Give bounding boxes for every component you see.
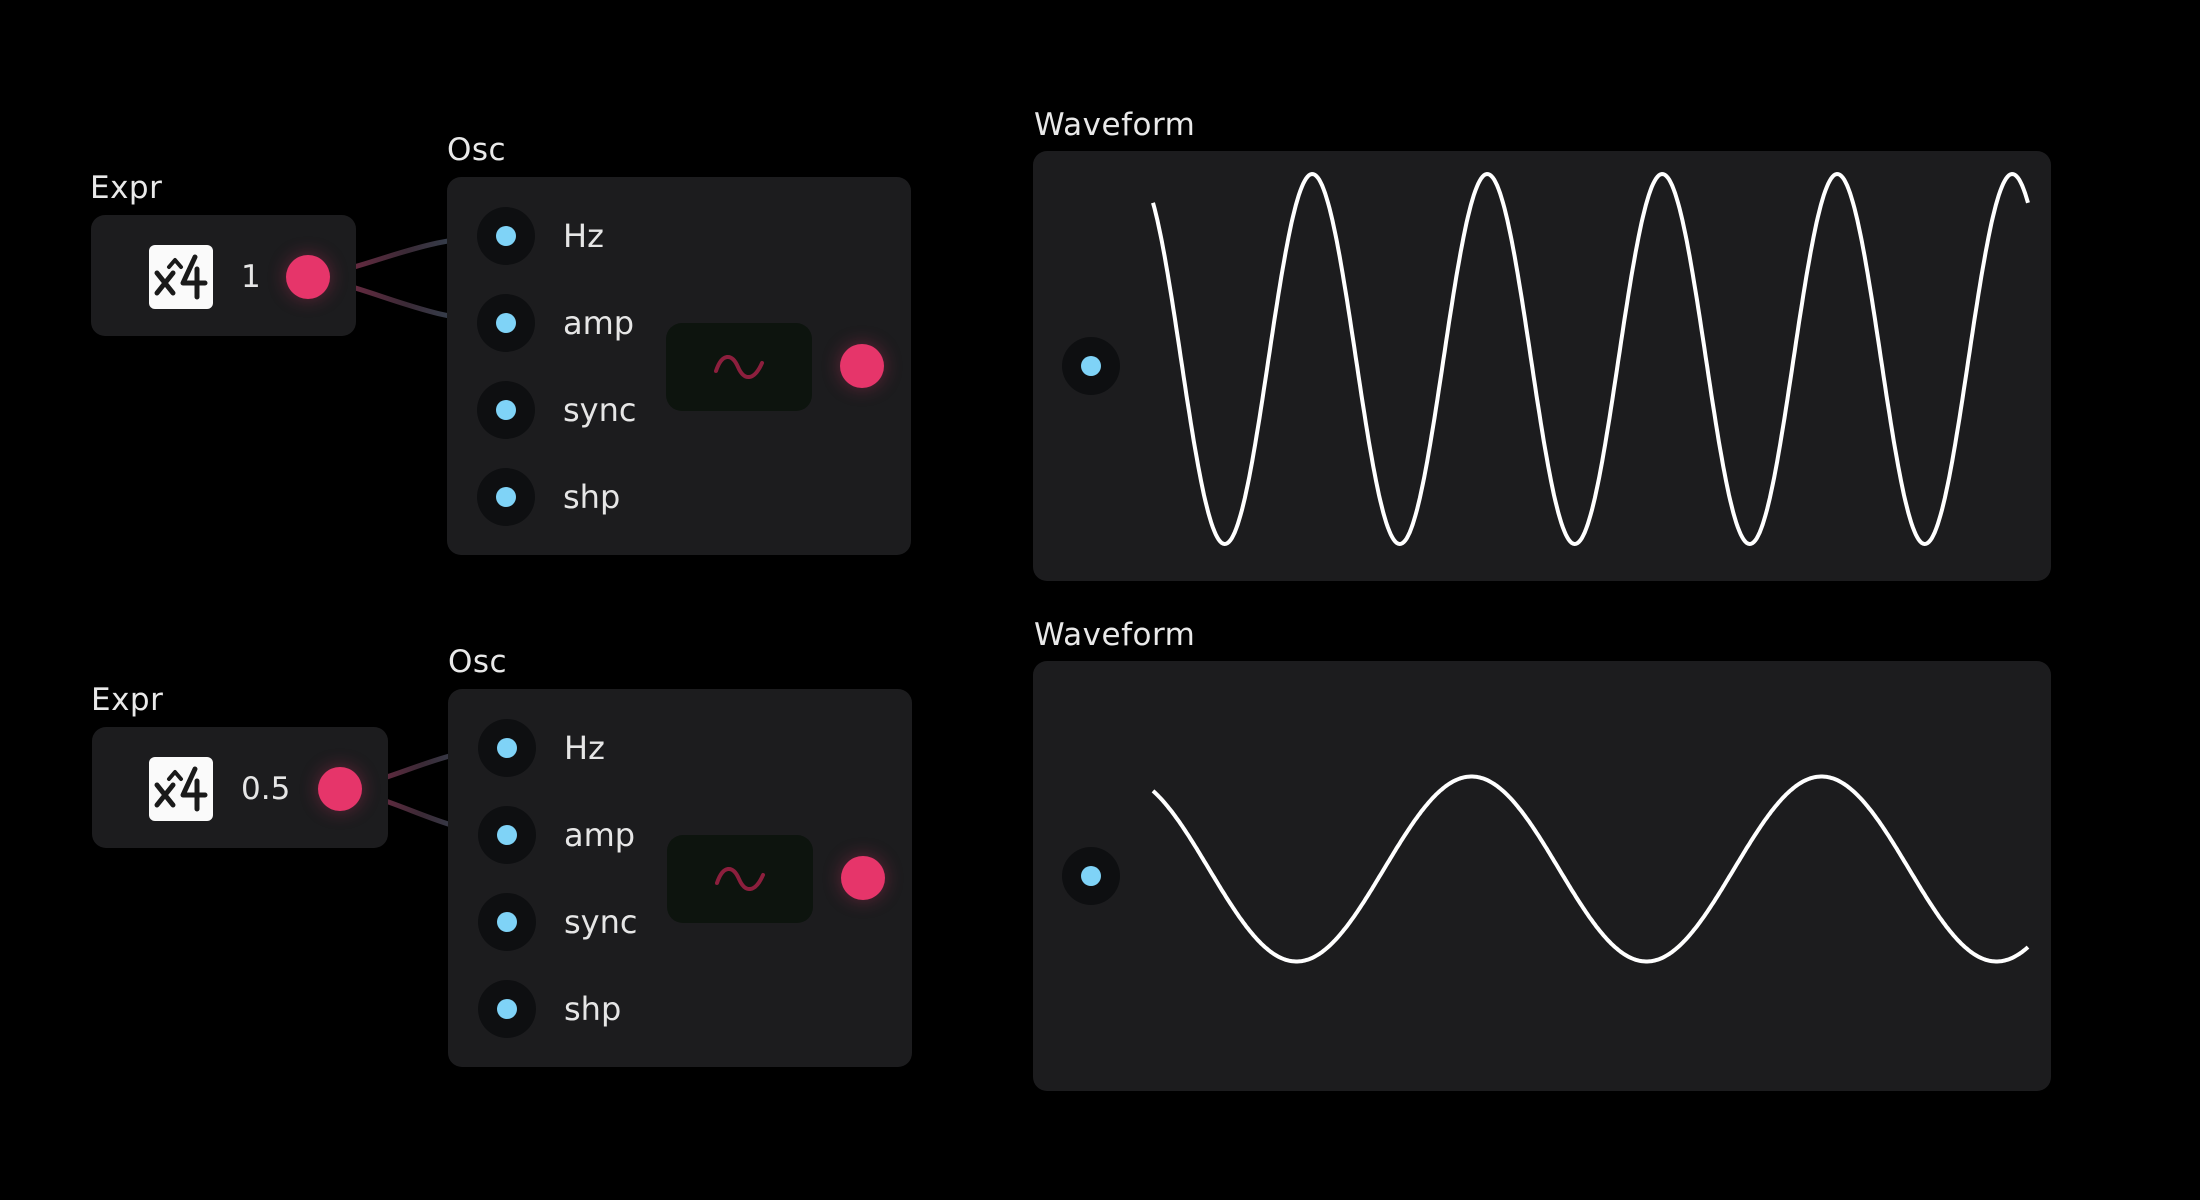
osc-output-port[interactable]: [840, 344, 884, 388]
amp-input-port[interactable]: [478, 806, 536, 864]
waveform-display: [1151, 774, 2030, 964]
shp-port-label: shp: [563, 478, 621, 516]
hz-input-port[interactable]: [477, 207, 535, 265]
expr-output-port[interactable]: [286, 255, 330, 299]
waveform-display: [1151, 171, 2030, 547]
hz-input-port[interactable]: [478, 719, 536, 777]
expr-node-title: Expr: [90, 170, 163, 206]
waveform-node-title: Waveform: [1034, 107, 1196, 143]
amp-input-port[interactable]: [477, 294, 535, 352]
amp-port-label: amp: [564, 816, 636, 854]
osc-node-title: Osc: [448, 644, 508, 680]
waveform-input-port[interactable]: [1062, 847, 1120, 905]
sync-port-label: sync: [563, 391, 637, 429]
sync-input-port[interactable]: [478, 893, 536, 951]
sine-wave-icon[interactable]: [667, 835, 813, 923]
expression-x4-icon: [149, 245, 213, 309]
osc-node-title: Osc: [447, 132, 507, 168]
waveform-node[interactable]: [1033, 151, 2051, 581]
waveform-trace: [1151, 171, 2030, 547]
amp-port-label: amp: [563, 304, 635, 342]
shp-port-label: shp: [564, 990, 622, 1028]
osc-node[interactable]: Hz amp sync shp: [448, 689, 912, 1067]
shp-input-port[interactable]: [478, 980, 536, 1038]
expr-node-title: Expr: [91, 682, 164, 718]
hz-port-label: Hz: [563, 217, 604, 255]
sync-port-label: sync: [564, 903, 638, 941]
shp-input-port[interactable]: [477, 468, 535, 526]
expression-x4-icon: [149, 757, 213, 821]
sine-wave-icon[interactable]: [666, 323, 812, 411]
osc-node[interactable]: Hz amp sync shp: [447, 177, 911, 555]
hz-port-label: Hz: [564, 729, 605, 767]
expr-value[interactable]: 1: [241, 259, 261, 295]
expr-value[interactable]: 0.5: [241, 771, 291, 807]
expr-output-port[interactable]: [318, 767, 362, 811]
sync-input-port[interactable]: [477, 381, 535, 439]
expr-node[interactable]: 0.5: [92, 727, 388, 848]
waveform-trace: [1151, 774, 2030, 964]
osc-output-port[interactable]: [841, 856, 885, 900]
expr-node[interactable]: 1: [91, 215, 356, 336]
waveform-input-port[interactable]: [1062, 337, 1120, 395]
waveform-node-title: Waveform: [1034, 617, 1196, 653]
waveform-node[interactable]: [1033, 661, 2051, 1091]
